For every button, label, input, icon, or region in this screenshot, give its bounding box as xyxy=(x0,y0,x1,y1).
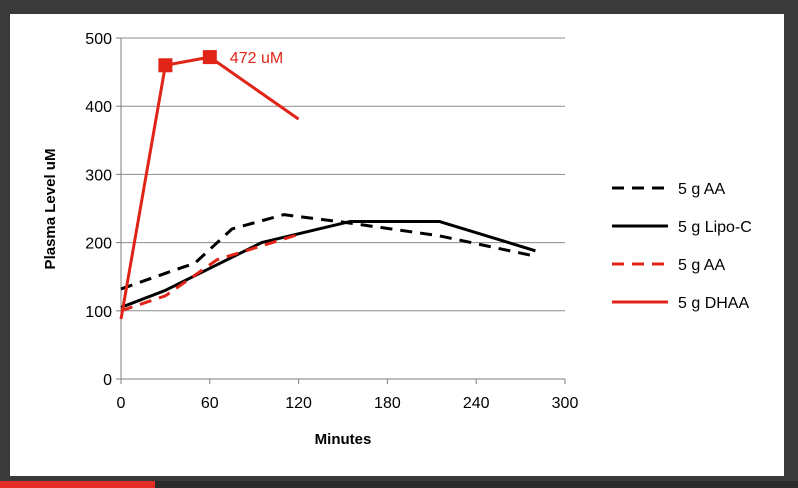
y-axis-title: Plasma Level uM xyxy=(42,149,59,270)
video-progress-bar[interactable] xyxy=(0,481,798,488)
series-line-2 xyxy=(120,219,536,309)
y-tick-label: 400 xyxy=(85,99,112,116)
axes xyxy=(120,38,565,380)
legend-label: 5 g DHAA xyxy=(678,295,749,312)
x-tick-label: 240 xyxy=(463,395,490,412)
legend-label: 5 g Lipo-C xyxy=(678,219,752,236)
y-tick-labels: 0 100 200 300 400 500 xyxy=(85,31,112,389)
video-progress-played xyxy=(0,481,155,488)
data-point-marker xyxy=(158,58,173,73)
x-tick-label: 120 xyxy=(285,395,312,412)
x-tick-labels: 0 60 120 180 240 300 xyxy=(117,395,579,412)
series-line-1 xyxy=(120,213,536,291)
y-tick-label: 100 xyxy=(85,304,112,321)
series-line-4 xyxy=(119,55,300,320)
y-tick-label: 200 xyxy=(85,236,112,253)
x-tick-label: 60 xyxy=(201,395,219,412)
legend-label: 5 g AA xyxy=(678,257,725,274)
legend-label: 5 g AA xyxy=(678,181,725,198)
data-point-marker xyxy=(202,50,217,65)
legend: 5 g AA 5 g Lipo-C 5 g AA 5 g DHAA xyxy=(612,181,752,312)
y-tick-label: 500 xyxy=(85,31,112,48)
x-tick-label: 180 xyxy=(374,395,401,412)
x-axis-title: Minutes xyxy=(315,431,372,448)
y-tick-label: 300 xyxy=(85,167,112,184)
annotation-label: 472 uM xyxy=(230,50,283,67)
x-tick-label: 300 xyxy=(552,395,579,412)
x-tick-label: 0 xyxy=(117,395,126,412)
series-group xyxy=(119,50,536,320)
gridlines xyxy=(116,37,566,384)
slide-background xyxy=(10,14,784,476)
y-tick-label: 0 xyxy=(103,372,112,389)
annotations: 472 uM xyxy=(230,50,283,67)
series-line-3 xyxy=(120,232,300,313)
